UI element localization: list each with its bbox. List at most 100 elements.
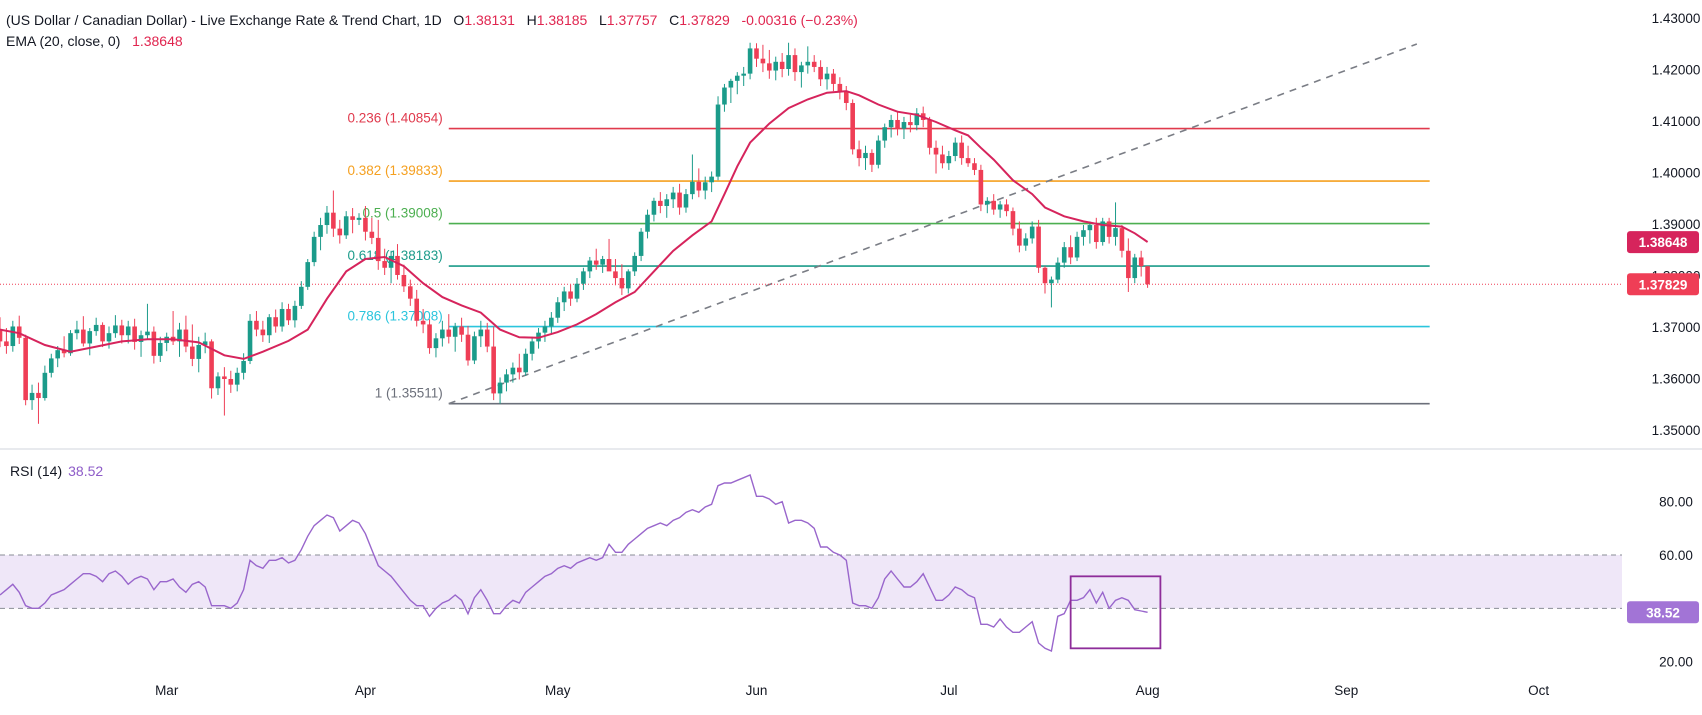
candle-body	[202, 341, 208, 346]
candle-body	[356, 217, 362, 220]
fib-level-label: 0.382 (1.39833)	[347, 163, 442, 178]
candle-body	[613, 271, 618, 279]
ema-legend: EMA (20, close, 0) 1.38648	[6, 32, 183, 50]
candle-body	[311, 236, 317, 263]
candle-body	[773, 61, 779, 71]
candle-body	[587, 260, 593, 272]
candle-body	[292, 305, 298, 321]
candle-body	[1023, 238, 1029, 246]
candle-body	[427, 324, 432, 349]
time-tick-label: Jul	[940, 683, 957, 698]
candle-body	[549, 317, 554, 327]
candle-body	[677, 192, 682, 208]
price-tick-label: 1.40000	[1652, 166, 1701, 181]
candle-body	[61, 350, 67, 354]
candle-body	[177, 329, 182, 342]
candle-body	[388, 255, 394, 268]
open-label: O	[453, 12, 465, 28]
candle-body	[978, 169, 984, 205]
candle-body	[222, 376, 227, 379]
candle-body	[818, 66, 823, 80]
candle-body	[1061, 247, 1067, 263]
candle-body	[266, 317, 272, 336]
candle-body	[927, 119, 932, 148]
candle-body	[48, 358, 54, 373]
candle-body	[619, 278, 625, 289]
candle-body	[856, 149, 862, 159]
candle-body	[318, 225, 323, 237]
candle-body	[965, 158, 971, 164]
candle-body	[632, 255, 637, 272]
candle-body	[36, 392, 41, 399]
candle-body	[145, 331, 150, 336]
candle-body	[183, 329, 189, 347]
candle-body	[1093, 225, 1099, 243]
candle-body	[337, 228, 343, 236]
candle-body	[55, 350, 60, 359]
candle-body	[350, 216, 355, 220]
candle-body	[286, 308, 291, 321]
candle-body	[408, 286, 413, 299]
candle-body	[1042, 267, 1048, 284]
candle-body	[478, 329, 484, 337]
candle-body	[279, 308, 285, 327]
rsi-label: RSI (14)	[10, 463, 63, 479]
high-label: H	[526, 12, 537, 28]
candle-body	[1126, 250, 1131, 279]
candle-body	[991, 200, 997, 210]
candle-body	[331, 212, 336, 229]
chart-header: (US Dollar / Canadian Dollar) - Live Exc…	[6, 11, 858, 29]
candle-body	[106, 333, 112, 342]
candle-body	[831, 73, 836, 84]
ema-label: EMA (20, close, 0)	[6, 33, 121, 49]
candle-body	[888, 119, 894, 128]
candle-body	[728, 80, 734, 88]
candle-body	[484, 329, 490, 347]
low-label: L	[599, 12, 607, 28]
candle-body	[792, 55, 798, 73]
rsi-legend: RSI (14) 38.52	[10, 463, 103, 479]
candle-body	[119, 325, 125, 336]
candle-body	[113, 325, 118, 334]
candle-body	[696, 181, 702, 191]
candle-body	[190, 346, 195, 359]
price-tick-label: 1.42000	[1652, 63, 1701, 78]
candle-body	[1074, 236, 1080, 258]
trend-line	[448, 43, 1418, 405]
candle-body	[1132, 257, 1138, 279]
candle-body	[1004, 204, 1009, 212]
candle-body	[651, 200, 657, 215]
candle-body	[1049, 279, 1054, 284]
candle-body	[997, 204, 1003, 210]
candle-body	[593, 260, 599, 265]
candle-body	[952, 142, 958, 157]
candle-body	[215, 376, 221, 389]
candle-body	[138, 335, 144, 342]
time-tick-label: Jun	[746, 683, 768, 698]
candle-body	[895, 119, 900, 129]
candle-body	[1106, 221, 1112, 237]
rsi-band	[0, 555, 1622, 609]
candle-body	[933, 147, 939, 155]
candle-body	[811, 61, 817, 67]
candle-body	[401, 274, 407, 287]
candle-body	[709, 176, 714, 183]
candle-body	[151, 331, 157, 356]
candle-body	[523, 353, 529, 373]
candle-body	[299, 286, 304, 306]
candle-body	[561, 291, 567, 303]
candle-body	[600, 259, 605, 265]
candle-body	[16, 326, 22, 338]
candle-body	[940, 154, 945, 164]
candle-body	[459, 326, 464, 335]
candle-body	[247, 320, 253, 361]
candle-body	[645, 214, 650, 232]
fib-level-label: 0.236 (1.40854)	[347, 111, 442, 126]
fib-level-label: 0.5 (1.39008)	[362, 206, 442, 221]
candle-body	[29, 392, 35, 401]
candle-body	[414, 298, 420, 321]
candle-body	[805, 61, 811, 66]
ema-line	[0, 90, 1149, 360]
candle-body	[850, 102, 855, 150]
candle-body	[125, 326, 131, 336]
